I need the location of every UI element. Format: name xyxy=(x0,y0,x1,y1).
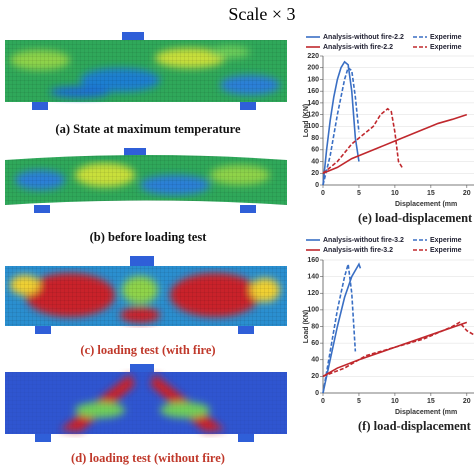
y-tick-label: 140 xyxy=(307,273,319,280)
x-tick-label: 15 xyxy=(427,190,435,197)
legend-label: Analysis-without fire-3.2 xyxy=(323,237,404,244)
data-line xyxy=(322,66,360,186)
y-tick-label: 200 xyxy=(307,65,319,72)
y-tick-label: 80 xyxy=(311,323,319,330)
x-tick-label: 5 xyxy=(357,190,361,197)
x-tick-label: 5 xyxy=(357,398,361,405)
beam-contour-d xyxy=(5,364,287,442)
chart-caption: (f) load-displacement relatio xyxy=(358,419,474,433)
legend-label: Experime xyxy=(430,34,462,41)
y-tick-label: 120 xyxy=(307,290,319,297)
panel-caption: (d) loading test (without fire) xyxy=(71,451,225,465)
x-tick-label: 0 xyxy=(321,398,325,405)
y-tick-label: 60 xyxy=(311,147,319,154)
legend-label: Analysis-without fire-2.2 xyxy=(323,34,404,41)
x-tick-label: 20 xyxy=(463,398,471,405)
y-tick-label: 100 xyxy=(307,123,319,130)
panel-caption: (a) State at maximum temperature xyxy=(55,122,241,136)
y-tick-label: 160 xyxy=(307,88,319,95)
legend-label: Experime xyxy=(430,237,462,244)
panel-caption: (c) loading test (with fire) xyxy=(80,343,215,357)
y-tick-label: 80 xyxy=(311,135,319,142)
x-tick-label: 15 xyxy=(427,398,435,405)
x-tick-label: 10 xyxy=(391,398,399,405)
y-tick-label: 20 xyxy=(311,170,319,177)
data-line xyxy=(322,262,362,394)
y-tick-label: 180 xyxy=(307,76,319,83)
data-line xyxy=(322,321,468,378)
y-axis-label: Load (KN) xyxy=(303,310,310,343)
data-line xyxy=(322,321,474,378)
x-tick-label: 20 xyxy=(463,190,471,197)
chart-caption: (e) load-displacement relatio xyxy=(358,211,474,225)
figure-title: Scale × 3 xyxy=(228,4,295,24)
data-line xyxy=(322,263,357,394)
y-tick-label: 40 xyxy=(311,357,319,364)
beam-contour-b xyxy=(5,148,287,213)
data-line xyxy=(322,113,468,175)
y-tick-label: 140 xyxy=(307,100,319,107)
x-axis-label: Displacement (mm xyxy=(395,201,457,208)
x-tick-label: 10 xyxy=(391,190,399,197)
legend-label: Experime xyxy=(430,247,462,254)
y-tick-label: 160 xyxy=(307,257,319,264)
y-tick-label: 60 xyxy=(311,340,319,347)
beam-contour-a xyxy=(5,32,287,110)
y-tick-label: 100 xyxy=(307,307,319,314)
y-tick-label: 120 xyxy=(307,111,319,118)
legend-label: Experime xyxy=(430,44,462,51)
legend-label: Analysis-with fire-3.2 xyxy=(323,247,393,254)
panel-caption: (b) before loading test xyxy=(90,230,208,244)
x-tick-label: 0 xyxy=(321,190,325,197)
y-tick-label: 20 xyxy=(311,373,319,380)
x-axis-label: Displacement (mm xyxy=(395,409,457,416)
legend-label: Analysis-with fire-2.2 xyxy=(323,44,393,51)
data-line xyxy=(322,107,403,174)
y-tick-label: 220 xyxy=(307,53,319,60)
y-tick-label: 0 xyxy=(315,390,319,397)
data-line xyxy=(322,60,360,186)
y-tick-label: 0 xyxy=(315,182,319,189)
y-tick-label: 40 xyxy=(311,158,319,165)
beam-contour-c xyxy=(5,256,287,334)
y-axis-label: Load (KN) xyxy=(303,104,310,137)
